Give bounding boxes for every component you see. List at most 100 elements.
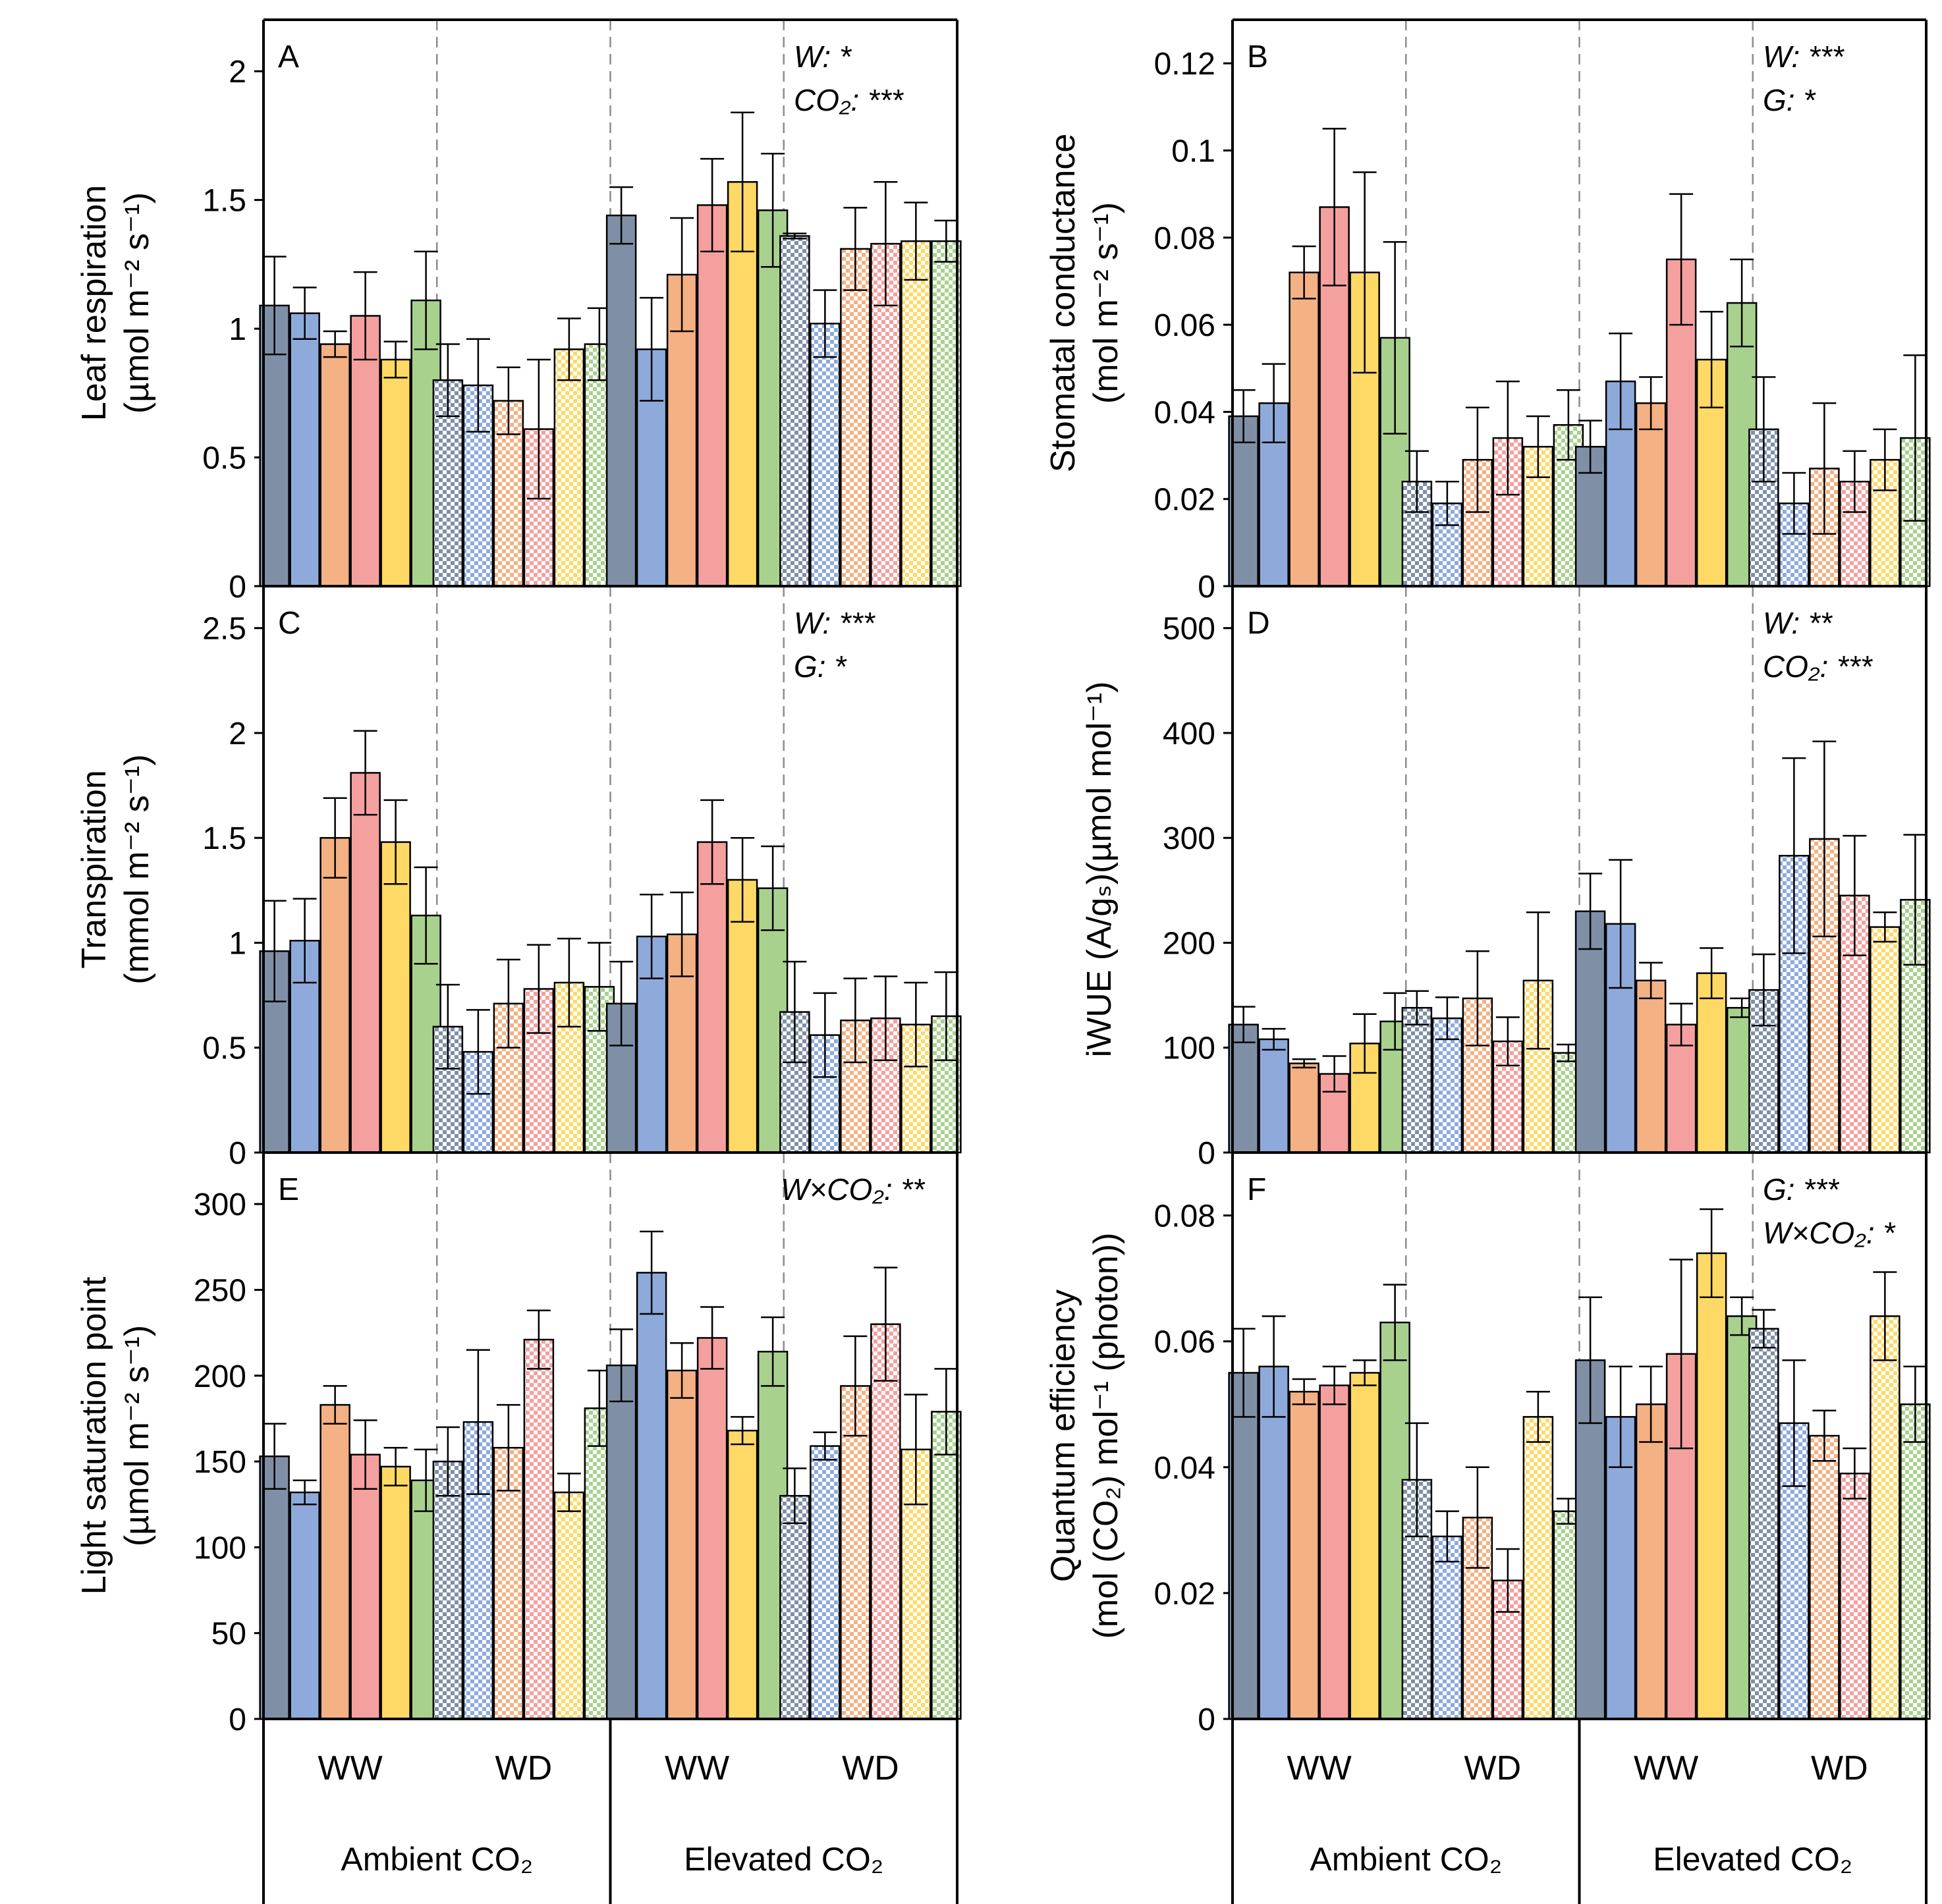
- y-axis-unit: (mol m⁻² s⁻¹): [1087, 202, 1125, 404]
- y-tick-label: 0.04: [1154, 1451, 1215, 1486]
- y-tick-label: 400: [1163, 717, 1215, 751]
- y-axis-label: Stomatal conductance: [1044, 134, 1082, 473]
- y-tick-label: 0.04: [1154, 395, 1215, 430]
- y-tick-label: 0: [229, 570, 246, 605]
- y-tick-label: 0.08: [1154, 1199, 1215, 1234]
- y-tick-label: 0.08: [1154, 221, 1215, 256]
- y-tick-label: 1: [229, 926, 246, 961]
- bar: [779, 235, 810, 587]
- bar: [380, 841, 411, 1154]
- y-axis-label: iWUE (A/gₛ)(µmol mol⁻¹): [1080, 682, 1119, 1058]
- y-tick-label: 200: [1163, 926, 1215, 961]
- bar: [779, 1494, 810, 1720]
- bar: [289, 1491, 320, 1720]
- significance-annotation: W: ***: [1763, 40, 1845, 74]
- y-tick-label: 0: [229, 1136, 246, 1171]
- y-tick-label: 500: [1163, 612, 1215, 647]
- bar: [319, 836, 350, 1154]
- y-tick-label: 50: [211, 1617, 246, 1652]
- bar: [1809, 1434, 1840, 1720]
- y-tick-label: 0.12: [1154, 47, 1215, 82]
- bar: [1258, 1038, 1289, 1154]
- bar: [901, 240, 931, 587]
- y-tick-label: 150: [194, 1445, 246, 1480]
- x-category-label: WD: [1464, 1749, 1522, 1787]
- y-tick-label: 0.06: [1154, 1325, 1215, 1360]
- x-group-label: Ambient CO₂: [341, 1841, 533, 1878]
- bar: [810, 1445, 841, 1720]
- panel-e: 0 50 100 150 200 250 300 E W×CO₂: ** Light satura…: [75, 1151, 962, 1737]
- significance-annotation: W: **: [1763, 606, 1833, 640]
- panel-letter: A: [278, 40, 299, 74]
- y-axis-label: Light saturation point: [75, 1276, 113, 1594]
- bar: [870, 1323, 901, 1720]
- y-tick-label: 0: [1198, 570, 1215, 605]
- bar: [1635, 979, 1667, 1154]
- y-tick-label: 0.1: [1171, 134, 1215, 169]
- bar: [553, 1491, 585, 1720]
- y-tick-label: 0.06: [1154, 308, 1215, 343]
- y-tick-label: 250: [194, 1273, 246, 1308]
- significance-annotation: W×CO₂: *: [1763, 1216, 1896, 1250]
- bar: [493, 1446, 524, 1720]
- bar: [810, 323, 841, 587]
- y-tick-label: 100: [194, 1531, 246, 1565]
- y-tick-label: 0: [1198, 1702, 1215, 1737]
- y-axis-unit: (µmol m⁻² s⁻¹): [118, 1325, 156, 1546]
- bar: [1574, 910, 1606, 1154]
- bar: [1349, 1372, 1380, 1720]
- bar: [1258, 1365, 1289, 1720]
- panel-letter: D: [1247, 606, 1270, 641]
- bar: [1319, 1384, 1350, 1720]
- y-tick-label: 0: [229, 1702, 246, 1737]
- y-axis-unit: (µmol m⁻² s⁻¹): [118, 192, 156, 414]
- bar: [553, 348, 585, 587]
- significance-annotation: G: *: [1763, 83, 1816, 117]
- bar: [319, 1403, 350, 1720]
- bar: [380, 358, 411, 587]
- y-tick-label: 300: [1163, 821, 1215, 856]
- x-category-label: WD: [495, 1749, 553, 1787]
- x-category-label: WD: [1811, 1749, 1868, 1787]
- bar: [1748, 1328, 1779, 1720]
- x-category-table: WW WD WW WD Ambient CO₂ Elevated CO₂: [1231, 1719, 1928, 1904]
- bar: [666, 1369, 698, 1720]
- panel-letter: E: [278, 1172, 299, 1207]
- panel-letter: B: [1247, 40, 1268, 74]
- bar: [840, 248, 871, 587]
- bar: [1635, 402, 1667, 587]
- bar: [696, 1337, 728, 1720]
- x-category-label: WW: [1287, 1749, 1352, 1787]
- panel-a: 0 0.5 1 1.5 2 A W: * CO₂: *** Leaf respiration (µ…: [75, 18, 962, 605]
- bar: [1696, 1252, 1727, 1720]
- x-category-label: WW: [665, 1749, 729, 1787]
- significance-annotation: W×CO₂: **: [781, 1172, 926, 1207]
- bar: [350, 1454, 381, 1720]
- y-tick-label: 2.5: [202, 612, 246, 647]
- y-tick-label: 2: [229, 717, 246, 751]
- bar: [432, 1460, 464, 1720]
- significance-annotation: CO₂: ***: [1763, 649, 1873, 684]
- significance-annotation: CO₂: ***: [794, 83, 904, 117]
- bar: [727, 1429, 758, 1720]
- y-axis-label: Quantum efficiency: [1044, 1290, 1082, 1582]
- significance-annotation: W: *: [794, 40, 852, 74]
- y-tick-label: 1.5: [202, 184, 246, 219]
- bar: [432, 1025, 464, 1154]
- bar: [636, 1272, 667, 1720]
- y-tick-label: 0.5: [202, 441, 246, 476]
- bar: [1431, 1535, 1463, 1720]
- bar: [1870, 1315, 1900, 1720]
- bar: [523, 1338, 555, 1720]
- x-group-label: Elevated CO₂: [1653, 1841, 1852, 1878]
- x-category-label: WD: [842, 1749, 899, 1787]
- bar: [696, 841, 728, 1154]
- bar: [1289, 1062, 1319, 1154]
- bar: [319, 343, 350, 587]
- panel-c: 0 0.5 1 1.5 2 2.5 C W: *** G: * Transpiration (mmo…: [75, 585, 962, 1171]
- bar: [1696, 972, 1727, 1154]
- panel-letter: F: [1247, 1172, 1266, 1207]
- y-axis-label: Leaf respiration: [75, 185, 113, 421]
